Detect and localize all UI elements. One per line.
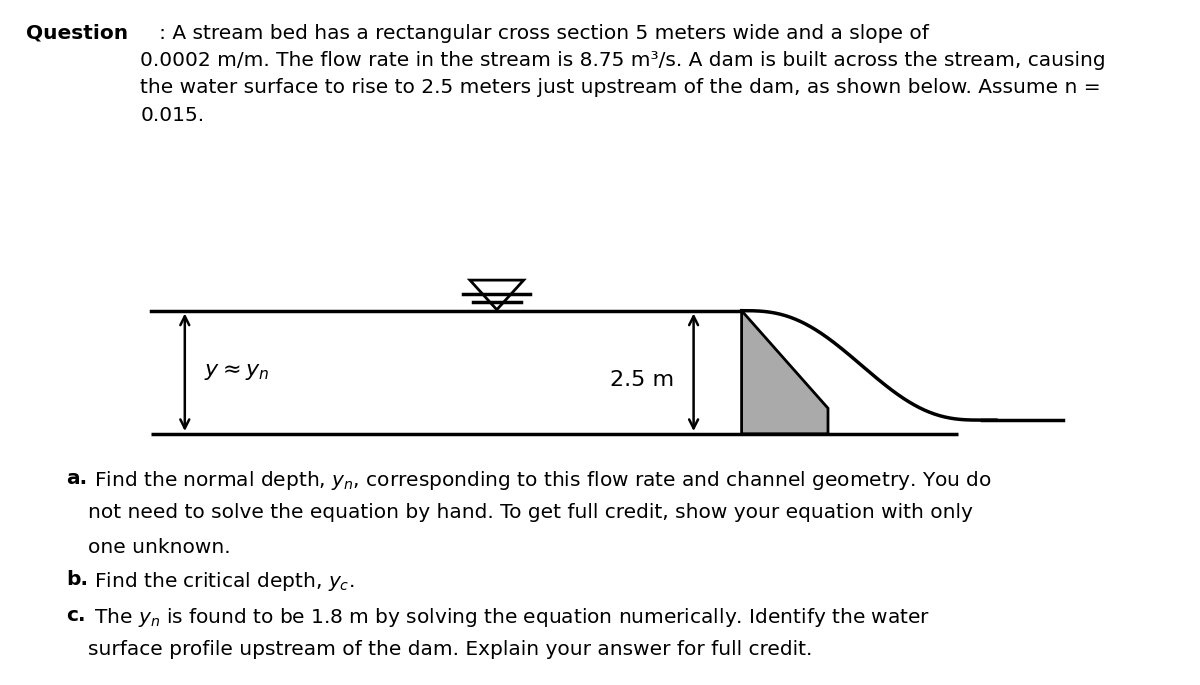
Text: a.: a.	[66, 469, 88, 488]
Text: c.: c.	[66, 606, 85, 625]
Text: b.: b.	[66, 570, 88, 589]
Text: Find the critical depth, $y_c$.: Find the critical depth, $y_c$.	[88, 570, 354, 593]
Text: not need to solve the equation by hand. To get full credit, show your equation w: not need to solve the equation by hand. …	[88, 503, 972, 523]
Text: 2.5 m: 2.5 m	[611, 370, 674, 390]
Text: Find the normal depth, $y_n$, corresponding to this flow rate and channel geomet: Find the normal depth, $y_n$, correspond…	[88, 469, 991, 493]
Text: one unknown.: one unknown.	[88, 538, 230, 557]
Text: : A stream bed has a rectangular cross section 5 meters wide and a slope of
0.00: : A stream bed has a rectangular cross s…	[140, 24, 1106, 125]
Polygon shape	[470, 280, 523, 310]
Text: Question: Question	[26, 24, 128, 43]
Polygon shape	[742, 311, 828, 434]
Text: The $y_n$ is found to be 1.8 m by solving the equation numerically. Identify the: The $y_n$ is found to be 1.8 m by solvin…	[88, 606, 930, 630]
Text: $y \approx y_n$: $y \approx y_n$	[204, 362, 269, 382]
Text: surface profile upstream of the dam. Explain your answer for full credit.: surface profile upstream of the dam. Exp…	[88, 640, 812, 660]
